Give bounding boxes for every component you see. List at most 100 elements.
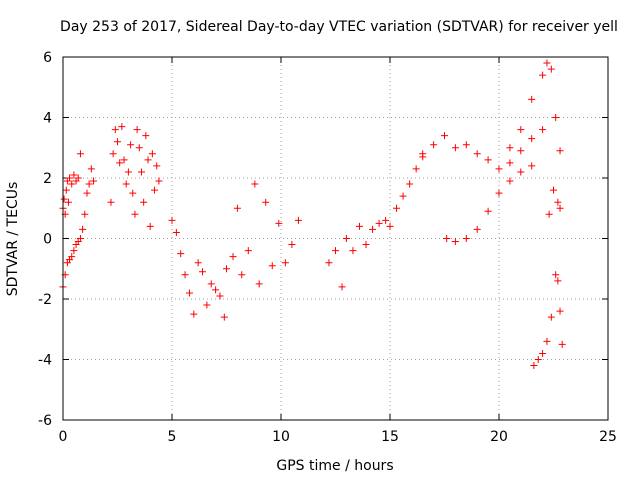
- data-point: [76, 235, 84, 242]
- data-point: [545, 210, 553, 218]
- y-tick-labels: -6 -4 -2 0 2 4 6: [38, 50, 52, 429]
- data-point: [539, 126, 547, 134]
- data-point: [133, 126, 141, 134]
- x-tick-label: 0: [59, 429, 68, 445]
- data-point: [155, 177, 163, 185]
- data-point: [528, 135, 536, 143]
- data-points: [59, 59, 566, 370]
- data-point: [443, 235, 451, 242]
- data-point: [229, 253, 237, 261]
- data-point: [556, 307, 564, 315]
- data-point: [146, 222, 154, 230]
- data-point: [294, 216, 302, 224]
- data-point: [203, 301, 211, 309]
- data-point: [556, 204, 564, 212]
- data-point: [495, 165, 503, 173]
- data-point: [118, 123, 126, 131]
- data-point: [131, 210, 139, 218]
- data-point: [70, 247, 78, 255]
- series-arc-22-rise: [506, 59, 564, 155]
- data-point: [528, 162, 536, 170]
- y-tick-label: 4: [43, 111, 52, 127]
- data-point: [60, 195, 68, 203]
- data-point: [185, 289, 193, 297]
- data-point: [64, 198, 72, 206]
- plot-frame: [62, 56, 609, 421]
- data-point: [430, 141, 438, 149]
- data-point: [220, 313, 228, 321]
- data-point: [90, 177, 98, 185]
- data-point: [506, 144, 514, 152]
- data-point: [109, 150, 117, 158]
- data-point: [419, 150, 427, 158]
- data-point: [375, 219, 383, 227]
- data-point: [539, 71, 547, 79]
- grid: [63, 57, 608, 420]
- data-point: [517, 126, 525, 134]
- data-point: [362, 241, 370, 249]
- data-point: [386, 222, 394, 230]
- data-point: [127, 141, 135, 149]
- x-tick-label: 10: [272, 429, 290, 445]
- y-tick-label: -6: [38, 413, 52, 429]
- series-arc-17to21-lower: [443, 162, 536, 246]
- data-point: [484, 156, 492, 164]
- y-tick-label: 6: [43, 50, 52, 66]
- y-tick-label: 2: [43, 171, 52, 187]
- data-point: [233, 204, 241, 212]
- data-point: [275, 219, 283, 227]
- data-point: [451, 144, 459, 152]
- data-point: [244, 247, 252, 255]
- series-early-arc-b: [59, 235, 84, 291]
- data-point: [262, 198, 270, 206]
- data-point: [172, 228, 180, 236]
- data-point: [62, 186, 70, 194]
- data-point: [462, 141, 470, 149]
- data-point: [547, 65, 555, 73]
- data-point: [558, 340, 566, 348]
- data-point: [124, 168, 132, 176]
- data-point: [70, 171, 78, 179]
- data-point: [135, 144, 143, 152]
- data-point: [190, 310, 198, 318]
- series-arc-22-dip: [545, 186, 564, 218]
- data-point: [369, 225, 377, 233]
- series-arc-12to16: [325, 153, 427, 291]
- y-tick-label: -2: [38, 292, 52, 308]
- data-point: [268, 262, 276, 270]
- data-point: [556, 147, 564, 155]
- data-point: [194, 259, 202, 267]
- data-point: [550, 186, 557, 194]
- data-point: [517, 147, 525, 155]
- series-arc-7to10: [223, 180, 302, 288]
- data-point: [530, 362, 538, 370]
- data-point: [66, 174, 74, 182]
- data-point: [349, 247, 357, 255]
- data-point: [107, 198, 115, 206]
- data-point: [506, 159, 514, 167]
- data-point: [547, 313, 555, 321]
- data-point: [552, 271, 560, 279]
- data-point: [74, 174, 82, 182]
- data-point: [473, 150, 481, 158]
- data-point: [153, 162, 161, 170]
- data-point: [495, 189, 503, 197]
- data-point: [506, 177, 514, 185]
- data-point: [168, 216, 176, 224]
- x-tick-labels: 0 5 10 15 20 25: [59, 429, 617, 445]
- data-point: [212, 286, 220, 294]
- data-point: [552, 114, 560, 121]
- series-early-arc-c: [79, 165, 98, 233]
- data-point: [120, 156, 128, 164]
- data-point: [393, 204, 401, 212]
- data-point: [207, 280, 215, 288]
- data-point: [144, 156, 152, 164]
- series-arc-22-low: [530, 271, 566, 370]
- data-point: [554, 277, 562, 285]
- y-axis-label: SDTVAR / TECUs: [5, 182, 21, 297]
- data-point: [181, 271, 189, 279]
- data-point: [238, 271, 246, 279]
- data-point: [441, 132, 448, 140]
- x-axis-label: GPS time / hours: [276, 458, 393, 474]
- data-point: [539, 349, 547, 357]
